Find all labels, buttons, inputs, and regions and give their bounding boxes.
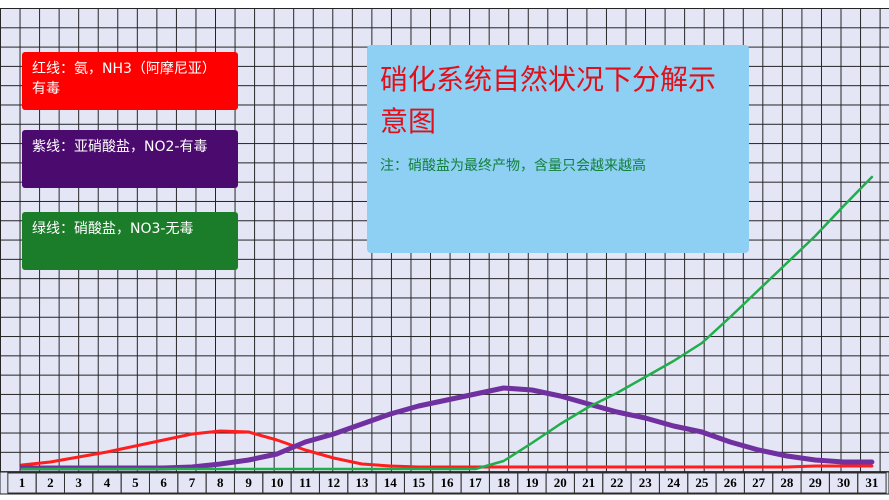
x-tick-label: 17	[469, 475, 483, 490]
x-tick-label: 22	[610, 475, 623, 490]
x-tick-label: 13	[355, 475, 369, 490]
x-axis-band	[0, 471, 889, 495]
legend-entry: 绿线：硝酸盐，NO3-无毒	[22, 212, 238, 270]
x-tick-label: 3	[75, 475, 82, 490]
x-tick-label: 16	[440, 475, 454, 490]
chart-title: 硝化系统自然状况下分解示意图	[380, 63, 717, 138]
x-tick-label: 30	[837, 475, 850, 490]
x-tick-label: 12	[327, 475, 340, 490]
x-tick-label: 15	[412, 475, 426, 490]
x-tick-label: 20	[554, 475, 567, 490]
legend-entry: 紫线：亚硝酸盐，NO2-有毒	[22, 130, 238, 188]
x-tick-label: 24	[667, 475, 681, 490]
x-tick-label: 5	[132, 475, 139, 490]
x-tick-label: 4	[104, 475, 111, 490]
x-tick-label: 26	[724, 475, 738, 490]
x-tick-label: 25	[695, 475, 709, 490]
x-tick-label: 7	[189, 475, 196, 490]
x-tick-label: 2	[47, 475, 54, 490]
x-tick-label: 31	[865, 475, 878, 490]
line	[20, 429, 874, 469]
line	[20, 175, 874, 471]
x-tick-label: 27	[752, 475, 766, 490]
line	[19, 385, 875, 471]
x-tick-label: 9	[245, 475, 252, 490]
x-tick-label: 10	[270, 475, 283, 490]
x-tick-label: 11	[299, 475, 311, 490]
x-tick-label: 19	[525, 475, 539, 490]
x-tick-label: 14	[384, 475, 398, 490]
x-tick-label: 1	[19, 475, 26, 490]
x-tick-label: 8	[217, 475, 224, 490]
note: 注：硝酸盐为最终产物，含量只会越来越高	[380, 158, 646, 174]
x-tick-label: 6	[160, 475, 167, 490]
x-tick-label: 29	[809, 475, 823, 490]
x-tick-label: 18	[497, 475, 511, 490]
x-tick-box	[857, 472, 887, 494]
legend-entry: 红线：氨，NH3（阿摩尼亚）有毒	[22, 52, 238, 110]
x-tick-label: 23	[639, 475, 653, 490]
x-tick-label: 21	[582, 475, 595, 490]
x-tick-label: 28	[780, 475, 794, 490]
title-box: 硝化系统自然状况下分解示意图 注：硝酸盐为最终产物，含量只会越来越高	[367, 45, 749, 253]
